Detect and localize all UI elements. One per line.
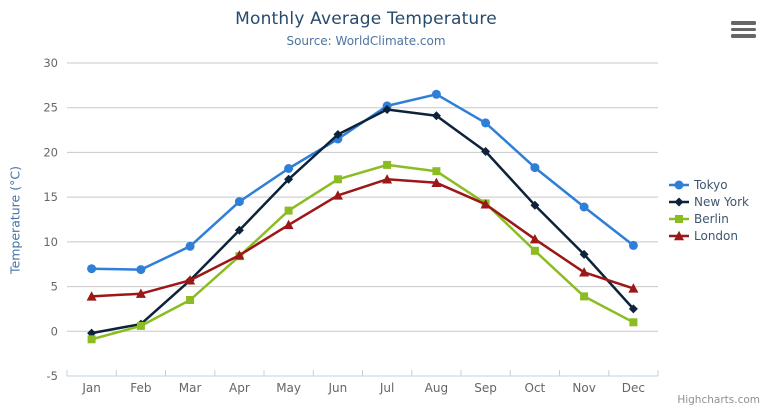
data-point-new-york[interactable] <box>481 147 491 156</box>
data-point-berlin[interactable] <box>432 167 441 176</box>
data-point-tokyo[interactable] <box>136 265 146 275</box>
data-point-london[interactable] <box>431 177 442 187</box>
series-tokyo <box>87 89 638 275</box>
legend-item-tokyo[interactable]: Tokyo <box>669 176 749 193</box>
series-london <box>86 174 639 301</box>
data-point-tokyo[interactable] <box>530 163 540 173</box>
triangle-marker-icon <box>669 230 689 240</box>
series-berlin <box>87 160 638 344</box>
data-point-london[interactable] <box>86 291 97 301</box>
data-point-new-york[interactable] <box>382 105 392 114</box>
data-point-berlin[interactable] <box>383 160 392 169</box>
x-axis-label: Dec <box>622 381 645 395</box>
data-point-new-york[interactable] <box>234 225 244 235</box>
series-line-berlin[interactable] <box>90 163 635 341</box>
legend-label: London <box>694 228 738 243</box>
data-point-london[interactable] <box>135 288 146 298</box>
y-axis-tick-label: -5 <box>47 369 58 383</box>
data-point-tokyo[interactable] <box>628 240 638 250</box>
circle-marker-icon <box>669 180 689 189</box>
data-point-london[interactable] <box>579 267 590 277</box>
data-point-tokyo[interactable] <box>481 118 491 128</box>
x-axis-label: Nov <box>572 381 595 395</box>
x-axis-label: Sep <box>474 381 497 395</box>
data-point-new-york[interactable] <box>333 130 343 139</box>
data-point-london[interactable] <box>382 174 393 184</box>
data-point-tokyo[interactable] <box>234 197 244 207</box>
data-point-london[interactable] <box>628 283 639 293</box>
x-axis-label: Mar <box>179 381 202 395</box>
x-axis-label: Jul <box>379 381 394 395</box>
hamburger-bar <box>731 34 756 38</box>
data-point-london[interactable] <box>480 199 491 209</box>
data-point-london[interactable] <box>185 275 196 285</box>
legend-item-new-york[interactable]: New York <box>669 193 749 210</box>
data-point-berlin[interactable] <box>333 175 342 184</box>
y-axis-tick-label: 0 <box>51 324 58 338</box>
x-axis-label: Aug <box>425 381 448 395</box>
data-point-new-york[interactable] <box>579 249 589 259</box>
legend-marker-tokyo[interactable] <box>674 180 684 189</box>
x-axis-label: Apr <box>229 381 250 395</box>
data-point-berlin[interactable] <box>629 318 638 327</box>
data-point-new-york[interactable] <box>628 304 638 314</box>
y-axis-tick-label: 30 <box>43 56 58 70</box>
export-menu-icon[interactable] <box>731 21 756 41</box>
data-point-new-york[interactable] <box>284 174 294 184</box>
data-point-berlin[interactable] <box>284 206 293 215</box>
series-line-tokyo[interactable] <box>90 93 635 271</box>
series-new-york <box>87 105 638 338</box>
legend-marker-berlin[interactable] <box>675 214 683 223</box>
legend-label: Berlin <box>694 211 729 226</box>
data-point-new-york[interactable] <box>431 111 441 121</box>
data-point-london[interactable] <box>529 234 540 244</box>
chart-subtitle: Source: WorldClimate.com <box>286 34 446 48</box>
y-axis-tick-label: 15 <box>43 190 58 204</box>
legend-marker-new-york[interactable] <box>674 197 684 206</box>
data-point-berlin[interactable] <box>186 296 195 304</box>
legend-marker-london[interactable] <box>674 230 684 240</box>
data-point-berlin[interactable] <box>136 321 145 330</box>
legend-item-london[interactable]: London <box>669 227 749 244</box>
y-axis-tick-label: 20 <box>43 145 58 159</box>
data-point-tokyo[interactable] <box>431 89 441 99</box>
legend: Tokyo New York Berlin London <box>669 176 749 244</box>
y-axis-tick-label: 25 <box>43 101 58 115</box>
x-axis-label: May <box>276 381 301 395</box>
data-point-berlin[interactable] <box>87 335 96 344</box>
legend-label: Tokyo <box>694 177 728 192</box>
data-point-london[interactable] <box>234 250 245 260</box>
credits-link[interactable]: Highcharts.com <box>677 394 760 406</box>
x-axis-label: Jan <box>81 381 101 395</box>
data-point-berlin[interactable] <box>530 246 539 255</box>
x-axis-label: Feb <box>130 381 151 395</box>
data-point-tokyo[interactable] <box>284 164 294 173</box>
hamburger-bar <box>731 27 756 31</box>
hamburger-bar <box>731 21 756 25</box>
data-point-london[interactable] <box>283 219 294 230</box>
diamond-marker-icon <box>669 197 689 206</box>
data-point-tokyo[interactable] <box>579 202 589 212</box>
x-axis-label: Jun <box>328 381 348 395</box>
data-point-tokyo[interactable] <box>185 241 195 251</box>
y-axis-tick-label: 5 <box>51 280 58 294</box>
data-point-tokyo[interactable] <box>87 264 97 274</box>
data-point-london[interactable] <box>332 190 343 200</box>
y-axis-tick-label: 10 <box>43 235 58 249</box>
data-point-new-york[interactable] <box>530 200 540 210</box>
x-axis-label: Oct <box>525 381 546 395</box>
square-marker-icon <box>669 214 689 223</box>
chart-title: Monthly Average Temperature <box>235 9 497 29</box>
legend-label: New York <box>694 194 749 209</box>
legend-item-berlin[interactable]: Berlin <box>669 210 749 227</box>
series-line-new-york[interactable] <box>90 108 635 335</box>
series-line-london[interactable] <box>90 178 635 298</box>
data-point-berlin[interactable] <box>580 292 589 301</box>
